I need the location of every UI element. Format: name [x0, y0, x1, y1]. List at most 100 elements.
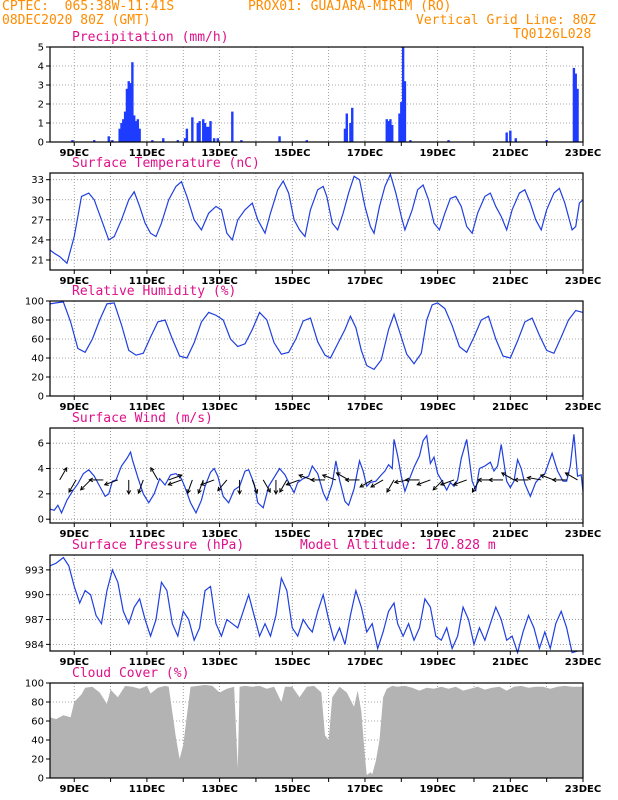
precip-bar — [71, 140, 74, 142]
wind-arrow — [564, 472, 578, 481]
wind-arrow-shaft — [432, 479, 444, 491]
precip-bar — [514, 138, 517, 142]
precip-bar — [136, 119, 140, 142]
wind-arrow — [167, 479, 182, 486]
precip-bar — [400, 102, 403, 142]
wind-arrow-shaft — [322, 474, 337, 481]
wind-arrow — [200, 479, 215, 486]
y-tick-label: 60 — [31, 717, 44, 728]
precip-bar — [387, 121, 390, 142]
precip-bar — [123, 111, 127, 142]
wind-arrow — [237, 479, 242, 495]
y-tick-label: 987 — [25, 615, 44, 626]
wind-arrow — [386, 479, 395, 493]
wind-arrow-head — [477, 477, 482, 483]
y-tick-label: 0 — [38, 392, 44, 403]
wind-arrow-shaft — [527, 477, 542, 481]
header-grid-line: Vertical Grid Line: 80Z — [416, 13, 597, 28]
wind-arrow-head — [150, 466, 155, 472]
wind-arrow-shaft — [370, 479, 384, 488]
pres-series-line — [49, 556, 578, 655]
precip-bar — [509, 130, 512, 142]
panel-frame — [49, 300, 584, 397]
x-tick-label: 15DEC — [274, 784, 310, 795]
wind-arrow — [59, 466, 68, 481]
precip-bar — [545, 140, 548, 142]
y-tick-label: 80 — [31, 316, 44, 327]
wind-arrow-shaft — [104, 479, 119, 486]
precip-bar — [212, 138, 216, 142]
x-tick-label: 11DEC — [129, 402, 165, 413]
wind-arrow-shaft — [286, 479, 300, 486]
x-tick-label: 21DEC — [492, 402, 528, 413]
wind-arrow-shaft — [200, 479, 215, 486]
y-tick-label: 21 — [31, 255, 44, 266]
wind-arrow — [526, 475, 542, 481]
panel-frame — [49, 172, 584, 271]
wind-arrow-head — [285, 481, 291, 486]
y-tick-label: 27 — [31, 215, 44, 226]
precip-bar — [385, 119, 388, 142]
wind-arrow-head — [404, 477, 410, 483]
y-tick-label: 33 — [31, 175, 44, 186]
wind-arrow-shaft — [187, 479, 193, 494]
precip-bar — [134, 121, 138, 142]
wind-arrow-head — [298, 474, 304, 479]
x-tick-label: 19DEC — [419, 784, 455, 795]
wind-arrow-head — [177, 474, 183, 479]
x-tick-label: 19DEC — [419, 657, 455, 668]
wind-arrow — [279, 479, 288, 493]
precip-bar — [111, 140, 114, 142]
y-tick-label: 1 — [38, 119, 44, 130]
x-tick-label: 23DEC — [565, 148, 601, 159]
wind-arrow-shaft — [471, 479, 480, 493]
x-tick-label: 9DEC — [60, 148, 89, 159]
precip-bar — [120, 123, 123, 142]
y-tick-label: 24 — [31, 235, 44, 246]
x-tick-label: 23DEC — [565, 276, 601, 287]
header-date: 08DEC2020 80Z (GMT) — [2, 13, 151, 28]
cloud-cover-area — [49, 684, 583, 778]
panel-subtitle: Model Altitude: 170.828 m — [300, 538, 496, 553]
x-tick-label: 17DEC — [347, 657, 383, 668]
wind-arrow — [335, 472, 349, 481]
wind-arrow — [321, 474, 337, 481]
wind-arrow-head — [513, 477, 519, 483]
wind-arrow — [539, 474, 555, 481]
wind-arrow-head — [370, 483, 376, 488]
precip-bar — [203, 123, 207, 142]
precip-bar — [176, 140, 180, 142]
wind-series-line — [49, 434, 584, 515]
wind-arrow — [262, 479, 271, 493]
precip-bar — [202, 119, 205, 142]
precip-bar — [572, 67, 576, 142]
x-tick-label: 11DEC — [129, 657, 165, 668]
x-tick-label: 19DEC — [419, 402, 455, 413]
wind-arrow-shaft — [251, 479, 258, 494]
wind-arrow — [359, 479, 373, 488]
wind-arrow — [273, 479, 279, 495]
wind-arrow-shaft — [217, 479, 228, 491]
wind-arrow-head — [200, 481, 206, 486]
precip-bar — [343, 128, 347, 142]
wind-arrow-shaft — [453, 479, 467, 486]
y-tick-label: 993 — [25, 565, 44, 576]
precip-bar — [107, 136, 110, 142]
precip-bar — [398, 113, 401, 142]
x-tick-label: 15DEC — [274, 148, 310, 159]
precip-bar — [505, 132, 508, 142]
precip-bar — [391, 124, 394, 142]
wind-arrow-head — [279, 488, 284, 493]
precip-bar — [131, 62, 134, 143]
precip-bar — [240, 140, 243, 142]
precip-bar — [191, 117, 194, 142]
precip-bar — [162, 138, 165, 142]
precip-bar — [151, 140, 154, 142]
wind-arrow-shaft — [565, 472, 578, 481]
wind-arrow — [217, 479, 228, 492]
x-tick-label: 21DEC — [492, 276, 528, 287]
y-tick-label: 60 — [31, 335, 44, 346]
wind-arrow-head — [452, 481, 458, 486]
wind-arrow — [103, 479, 119, 486]
